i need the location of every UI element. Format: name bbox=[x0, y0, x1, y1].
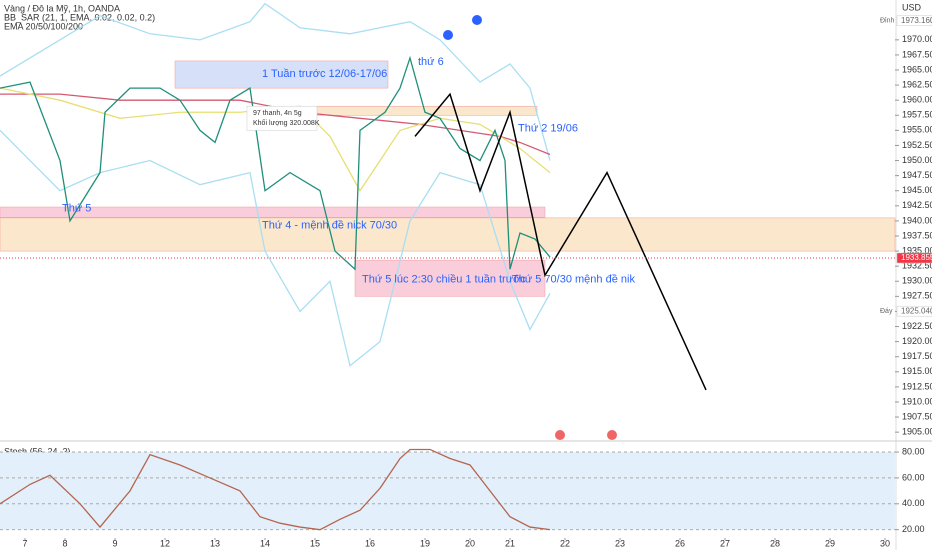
y-tick-label: 20.00 bbox=[902, 524, 925, 534]
y-tick-label: 1922.500 bbox=[902, 321, 932, 331]
annotation: thứ 6 bbox=[418, 56, 444, 68]
y-tick-label: 1927.500 bbox=[902, 291, 932, 301]
currency: USD bbox=[902, 2, 922, 12]
y-tick-label: 1930.000 bbox=[902, 276, 932, 286]
y-tick-label: 1962.500 bbox=[902, 79, 932, 89]
y-tick-label: 1940.000 bbox=[902, 215, 932, 225]
series-line bbox=[0, 448, 551, 531]
x-tick-label: 9 bbox=[112, 538, 117, 548]
x-tick-label: 20 bbox=[465, 538, 475, 548]
price-tag-text: 1933.855 bbox=[901, 253, 932, 262]
price-tag-label: Đáy bbox=[880, 308, 893, 315]
y-tick-label: 1912.500 bbox=[902, 381, 932, 391]
annotation: 1 Tuần trước 12/06-17/06 bbox=[262, 68, 387, 80]
y-tick-label: 1952.500 bbox=[902, 140, 932, 150]
x-tick-label: 7 bbox=[22, 538, 27, 548]
x-tick-label: 22 bbox=[560, 538, 570, 548]
price-tag bbox=[896, 252, 932, 264]
y-tick-label: 1970.000 bbox=[902, 34, 932, 44]
y-tick-label: 1910.000 bbox=[902, 396, 932, 406]
series-line bbox=[0, 129, 551, 367]
series-line bbox=[0, 87, 551, 192]
annotation: Thứ 5 bbox=[62, 203, 91, 215]
price-tag bbox=[896, 305, 932, 317]
series-line bbox=[414, 92, 707, 391]
x-tick-label: 13 bbox=[210, 538, 220, 548]
x-tick-label: 15 bbox=[310, 538, 320, 548]
x-tick-label: 8 bbox=[62, 538, 67, 548]
price-tag bbox=[896, 15, 932, 27]
legend-line: BB_SAR (21, 1, EMA, 0.02, 0.02, 0.2) bbox=[4, 12, 155, 22]
price-tag-text: 1925.040 bbox=[901, 306, 932, 315]
stoch-title: Stoch (56, 24, 2) bbox=[4, 446, 71, 456]
x-tick-label: 28 bbox=[770, 538, 780, 548]
marker-pins bbox=[443, 15, 617, 440]
price-tag-text: 1973.160 bbox=[901, 16, 932, 25]
annotation: Thứ 5 lúc 2:30 chiều 1 tuần trước bbox=[362, 273, 526, 285]
x-tick-label: 30 bbox=[880, 538, 890, 548]
legend-line: Vàng / Đô la Mỹ, 1h, OANDA bbox=[4, 3, 120, 13]
y-tick-label: 1917.500 bbox=[902, 351, 932, 361]
y-tick-label: 1967.500 bbox=[902, 49, 932, 59]
y-tick-label: 1957.500 bbox=[902, 110, 932, 120]
series-line bbox=[0, 2, 551, 161]
tooltip-line: 97 thanh, 4n 5g bbox=[253, 110, 302, 117]
y-tick-label: 1932.500 bbox=[902, 261, 932, 271]
x-tick-label: 23 bbox=[615, 538, 625, 548]
y-tick-label: 1935.000 bbox=[902, 245, 932, 255]
y-tick-label: 80.00 bbox=[902, 446, 925, 456]
zone bbox=[174, 60, 389, 89]
x-tick-label: 14 bbox=[260, 538, 270, 548]
x-tick-label: 29 bbox=[825, 538, 835, 548]
y-tick-label: 1945.000 bbox=[902, 185, 932, 195]
y-tick-label: 60.00 bbox=[902, 472, 925, 482]
series-line bbox=[0, 55, 551, 271]
zone bbox=[0, 206, 546, 218]
stoch-band bbox=[0, 452, 895, 530]
annotation: Thứ 4 - mệnh đề nick 70/30 bbox=[262, 220, 397, 232]
y-tick-label: 1955.000 bbox=[902, 125, 932, 135]
price-tag-label: Đỉnh bbox=[880, 17, 895, 25]
x-tick-label: 26 bbox=[675, 538, 685, 548]
y-tick-label: 40.00 bbox=[902, 498, 925, 508]
x-tick-label: 19 bbox=[420, 538, 430, 548]
y-tick-label: 1947.500 bbox=[902, 170, 932, 180]
x-tick-label: 21 bbox=[505, 538, 515, 548]
y-tick-label: 1920.000 bbox=[902, 336, 932, 346]
series-line bbox=[0, 93, 551, 156]
y-tick-label: 1937.500 bbox=[902, 230, 932, 240]
tooltip-line: Khối lượng 320.008K bbox=[253, 118, 320, 127]
y-tick-label: 1965.000 bbox=[902, 64, 932, 74]
y-tick-label: 1905.000 bbox=[902, 427, 932, 437]
y-tick-label: 1907.500 bbox=[902, 411, 932, 421]
annotation: Thứ 2 19/06 bbox=[518, 122, 578, 134]
x-tick-label: 27 bbox=[720, 538, 730, 548]
y-tick-label: 1960.000 bbox=[902, 95, 932, 105]
x-tick-label: 12 bbox=[160, 538, 170, 548]
x-tick-label: 16 bbox=[365, 538, 375, 548]
tooltip-box bbox=[246, 105, 318, 131]
y-tick-label: 1950.000 bbox=[902, 155, 932, 165]
legend-line: EMA 20/50/100/200 bbox=[4, 21, 83, 31]
y-tick-label: 1942.500 bbox=[902, 200, 932, 210]
annotation: Thứ 5 70/30 mệnh đề nik bbox=[512, 273, 635, 285]
y-tick-label: 1915.000 bbox=[902, 366, 932, 376]
zone bbox=[0, 217, 896, 252]
